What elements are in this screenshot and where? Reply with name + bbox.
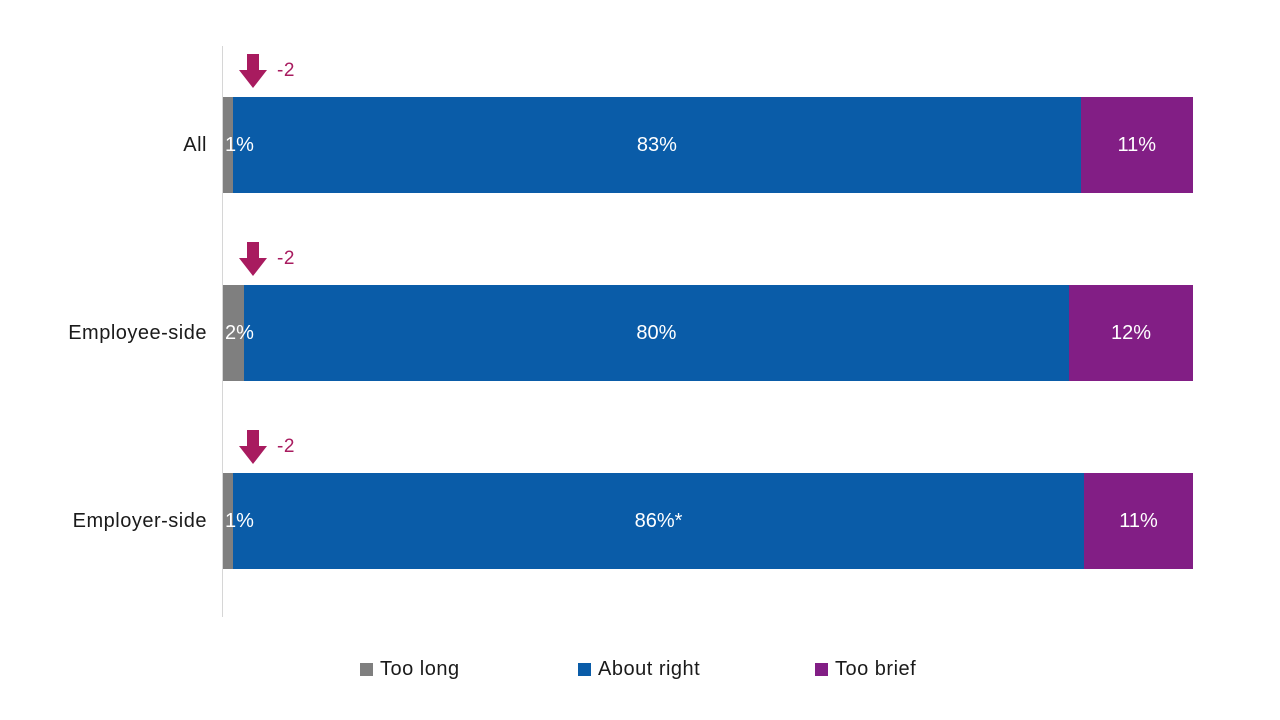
data-label-about-right: 80% bbox=[636, 321, 677, 344]
bar-row-employee-side: 2% 80% 12% bbox=[223, 285, 1193, 381]
segment-too-long bbox=[223, 97, 234, 193]
data-label-too-long: 2% bbox=[225, 321, 254, 344]
down-arrow-icon bbox=[239, 430, 267, 464]
legend-label: About right bbox=[598, 657, 701, 680]
segment-too-brief: 12% bbox=[1069, 285, 1193, 381]
segment-too-long bbox=[223, 473, 233, 569]
data-label-too-brief: 11% bbox=[1119, 509, 1158, 532]
data-label-too-brief: 11% bbox=[1117, 133, 1157, 156]
legend-item-too-brief: Too brief bbox=[815, 655, 916, 683]
annotation-employee-side: -2 bbox=[239, 242, 295, 276]
segment-too-long bbox=[223, 285, 244, 381]
segment-about-right: 86%* bbox=[232, 473, 1085, 569]
legend-swatch-too-brief bbox=[815, 662, 828, 676]
y-axis-line bbox=[222, 46, 223, 617]
category-label-employer-side: Employer-side bbox=[72, 509, 207, 532]
annotation-value: -2 bbox=[277, 60, 295, 81]
legend-item-too-long: Too long bbox=[360, 655, 460, 683]
segment-too-brief: 11% bbox=[1084, 473, 1193, 569]
legend-label: Too brief bbox=[835, 657, 917, 680]
down-arrow-icon bbox=[239, 54, 267, 88]
bar-row-all: 1% 83% 11% bbox=[223, 97, 1193, 193]
data-label-too-long: 1% bbox=[225, 509, 254, 532]
down-arrow-icon bbox=[239, 242, 267, 276]
category-label-all: All bbox=[183, 133, 207, 156]
data-label-too-long: 1% bbox=[225, 133, 254, 156]
segment-too-brief: 11% bbox=[1080, 97, 1193, 193]
segment-about-right: 80% bbox=[243, 285, 1070, 381]
annotation-all: -2 bbox=[239, 54, 295, 88]
annotation-value: -2 bbox=[277, 248, 295, 269]
annotation-value: -2 bbox=[277, 436, 295, 457]
category-label-employee-side: Employee-side bbox=[68, 321, 207, 344]
chart-legend: Too long About right Too brief bbox=[0, 655, 1280, 683]
annotation-employer-side: -2 bbox=[239, 430, 295, 464]
data-label-about-right: 86%* bbox=[634, 509, 683, 532]
segment-about-right: 83% bbox=[233, 97, 1081, 193]
data-label-too-brief: 12% bbox=[1111, 321, 1152, 344]
legend-swatch-too-long bbox=[360, 662, 373, 676]
legend-swatch-about-right bbox=[578, 662, 591, 676]
data-label-about-right: 83% bbox=[636, 133, 677, 156]
legend-item-about-right: About right bbox=[578, 655, 700, 683]
legend-label: Too long bbox=[380, 657, 460, 680]
bar-row-employer-side: 1% 86%* 11% bbox=[223, 473, 1193, 569]
